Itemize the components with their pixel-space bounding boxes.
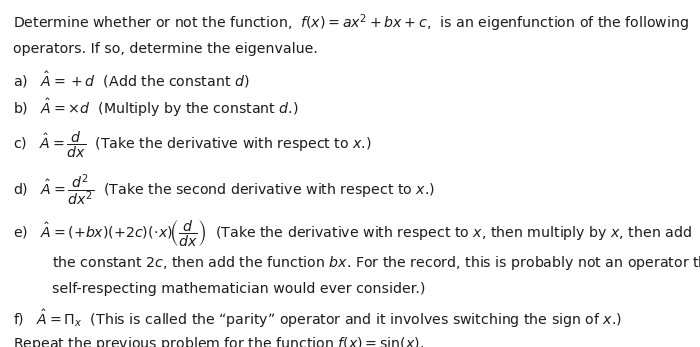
Text: Determine whether or not the function,  $f(x) = ax^2 + bx + c$,  is an eigenfunc: Determine whether or not the function, $… bbox=[13, 12, 689, 34]
Text: a)   $\hat{A} = +d$  (Add the constant $d$): a) $\hat{A} = +d$ (Add the constant $d$) bbox=[13, 69, 249, 90]
Text: self-respecting mathematician would ever consider.): self-respecting mathematician would ever… bbox=[52, 282, 426, 296]
Text: operators. If so, determine the eigenvalue.: operators. If so, determine the eigenval… bbox=[13, 42, 318, 56]
Text: b)   $\hat{A} = {\times}d$  (Multiply by the constant $d$.): b) $\hat{A} = {\times}d$ (Multiply by th… bbox=[13, 96, 298, 119]
Text: the constant $2c$, then add the function $bx$. For the record, this is probably : the constant $2c$, then add the function… bbox=[52, 254, 700, 272]
Text: c)   $\hat{A} = \dfrac{d}{dx}$  (Take the derivative with respect to $x$.): c) $\hat{A} = \dfrac{d}{dx}$ (Take the d… bbox=[13, 130, 371, 160]
Text: f)   $\hat{A} = \Pi_x$  (This is called the “parity” operator and it involves sw: f) $\hat{A} = \Pi_x$ (This is called the… bbox=[13, 308, 622, 330]
Text: d)   $\hat{A} = \dfrac{d^2}{dx^2}$  (Take the second derivative with respect to : d) $\hat{A} = \dfrac{d^2}{dx^2}$ (Take t… bbox=[13, 173, 435, 209]
Text: Repeat the previous problem for the function $f(x) = \sin(x)$.: Repeat the previous problem for the func… bbox=[13, 335, 424, 347]
Text: e)   $\hat{A} = (+bx)(+2c)(\!\cdot\! x)\!\left(\dfrac{d}{dx}\right)$  (Take the : e) $\hat{A} = (+bx)(+2c)(\!\cdot\! x)\!\… bbox=[13, 219, 692, 249]
